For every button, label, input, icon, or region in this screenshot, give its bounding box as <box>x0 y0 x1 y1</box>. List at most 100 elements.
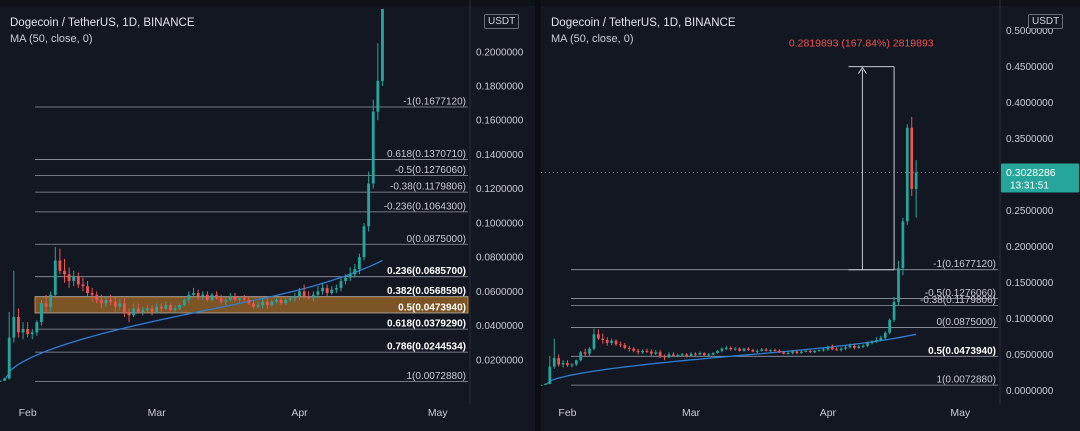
fib-level-label: 0.618(0.0379290) <box>387 319 466 330</box>
candle-body <box>12 317 16 338</box>
bar-countdown: 13:31:51 <box>1010 180 1049 191</box>
candle-body <box>210 294 214 300</box>
y-tick-label: 0.1500000 <box>1006 278 1054 289</box>
candle-body <box>86 286 89 294</box>
candle-body <box>597 334 600 339</box>
symbol-title[interactable]: Dogecoin / TetherUS, 1D, BINANCE <box>551 17 736 29</box>
candle-body <box>905 127 909 222</box>
candle-body <box>685 354 689 356</box>
candle-body <box>892 301 896 320</box>
candle-body <box>817 350 821 352</box>
candle-body <box>826 347 830 350</box>
candle-body <box>680 354 684 356</box>
candle-body <box>247 299 251 304</box>
candle-body <box>173 308 177 311</box>
y-tick-label: 0.1600000 <box>476 116 524 127</box>
candle-body <box>339 281 343 288</box>
y-tick-label: 0.1000000 <box>476 218 524 229</box>
candle-body <box>614 340 618 345</box>
indicator-label[interactable]: MA (50, close, 0) <box>551 33 634 45</box>
candle-body <box>764 349 768 351</box>
candle-body <box>122 303 126 312</box>
candle-body <box>288 298 292 300</box>
candle-body <box>541 384 543 386</box>
candle-body <box>0 380 2 382</box>
fib-level-label: 0.382(0.0568590) <box>387 286 466 297</box>
candle-body <box>548 366 552 384</box>
candle-body <box>21 328 25 333</box>
candle-body <box>348 274 352 278</box>
candle-body <box>178 305 182 309</box>
candle-body <box>302 291 306 297</box>
fib-level-label: 1(0.0072880) <box>407 371 467 382</box>
y-tick-label: 0.0200000 <box>476 355 524 366</box>
symbol-title[interactable]: Dogecoin / TetherUS, 1D, BINANCE <box>10 17 195 29</box>
candle-body <box>40 303 43 323</box>
candle-body <box>63 270 66 275</box>
candle-body <box>777 350 781 353</box>
candle-body <box>857 346 861 348</box>
candle-body <box>357 257 361 270</box>
chart-panel-left[interactable]: 0.2000000 0.1800000 0.1600000 0.1400000 0.12… <box>0 0 535 431</box>
candle-body <box>822 349 825 351</box>
candle-body <box>155 306 159 312</box>
candle-body <box>307 296 311 299</box>
candle-body <box>238 298 242 300</box>
candle-body <box>44 303 48 307</box>
x-tick-label: Apr <box>291 407 308 419</box>
candle-body <box>707 354 711 356</box>
candle-body <box>769 350 772 352</box>
candle-body <box>164 305 168 309</box>
candle-body <box>848 345 852 348</box>
candle-body <box>334 287 338 290</box>
candle-body <box>747 348 750 351</box>
candle-body <box>724 347 728 349</box>
candle-body <box>561 363 565 365</box>
candle-body <box>127 311 131 316</box>
candle-body <box>755 350 759 352</box>
candle-body <box>835 349 839 351</box>
candle-body <box>663 355 666 358</box>
candlestick-chart-left[interactable]: 0.2000000 0.1800000 0.1600000 0.1400000 0.12… <box>0 0 535 431</box>
top-toolbar-strip <box>0 0 535 6</box>
candle-body <box>901 221 905 269</box>
candle-body <box>773 350 777 352</box>
candle-body <box>552 358 556 367</box>
candlestick-chart-right[interactable]: 0.5000000 0.4500000 0.4000000 0.3500000 0.25… <box>541 0 1080 431</box>
candle-body <box>716 350 719 353</box>
y-tick-label: 0.3500000 <box>1006 134 1054 145</box>
candle-body <box>751 350 755 352</box>
candle-body <box>888 319 892 333</box>
candle-body <box>81 284 85 287</box>
fib-level-label: -1(0.1677120) <box>403 97 466 108</box>
fib-level-label: 0.5(0.0473940) <box>928 346 996 357</box>
y-tick-label: 0.2000000 <box>476 47 524 58</box>
y-tick-label: 0.1800000 <box>476 82 524 93</box>
candle-body <box>109 299 113 302</box>
candle-body <box>30 332 34 335</box>
candle-body <box>592 334 596 349</box>
candle-body <box>729 347 733 350</box>
candle-body <box>583 352 587 354</box>
currency-badge[interactable]: USDT <box>484 14 520 29</box>
candle-body <box>132 308 136 316</box>
y-tick-label: 0.0400000 <box>476 321 524 332</box>
candle-body <box>146 308 149 311</box>
candle-body <box>839 348 843 351</box>
currency-badge[interactable]: USDT <box>1028 14 1064 29</box>
candle-body <box>118 303 122 307</box>
indicator-label[interactable]: MA (50, close, 0) <box>10 33 93 45</box>
candle-body <box>76 275 80 285</box>
candle-body <box>654 352 658 354</box>
moving-average-line <box>545 333 917 386</box>
top-toolbar-strip <box>541 0 1080 6</box>
chart-panel-right[interactable]: 0.5000000 0.4500000 0.4000000 0.3500000 0.25… <box>541 0 1080 431</box>
candle-body <box>344 277 348 282</box>
candle-body <box>35 322 39 333</box>
candle-body <box>196 293 200 297</box>
y-tick-label: 0.2500000 <box>1006 206 1054 217</box>
last-price-label: 0.3028286 <box>1006 167 1056 179</box>
candle-body <box>136 308 140 312</box>
candle-body <box>99 299 103 304</box>
candle-body <box>623 345 627 348</box>
